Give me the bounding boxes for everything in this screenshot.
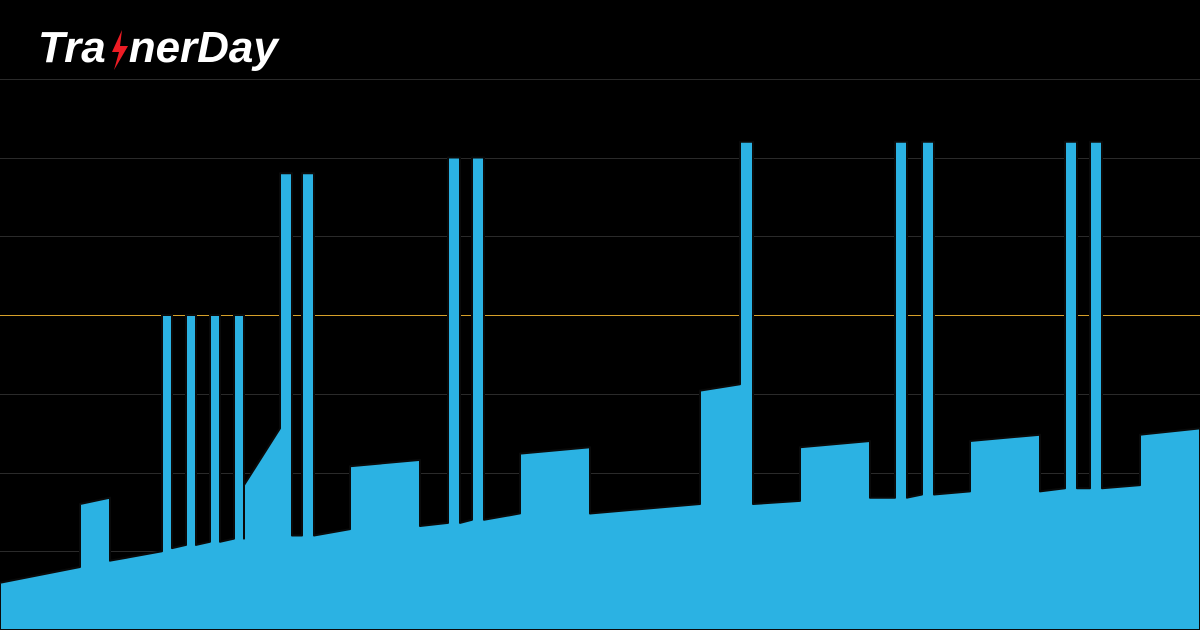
logo-text-pre: Tra: [38, 26, 106, 70]
power-profile-area-chart: [0, 0, 1200, 630]
brand-logo: Tra nerDay: [38, 22, 278, 70]
workout-preview: Tra nerDay: [0, 0, 1200, 630]
lightning-bolt-icon: [108, 30, 128, 70]
power-area: [0, 142, 1200, 630]
logo-text-post: nerDay: [129, 26, 278, 70]
